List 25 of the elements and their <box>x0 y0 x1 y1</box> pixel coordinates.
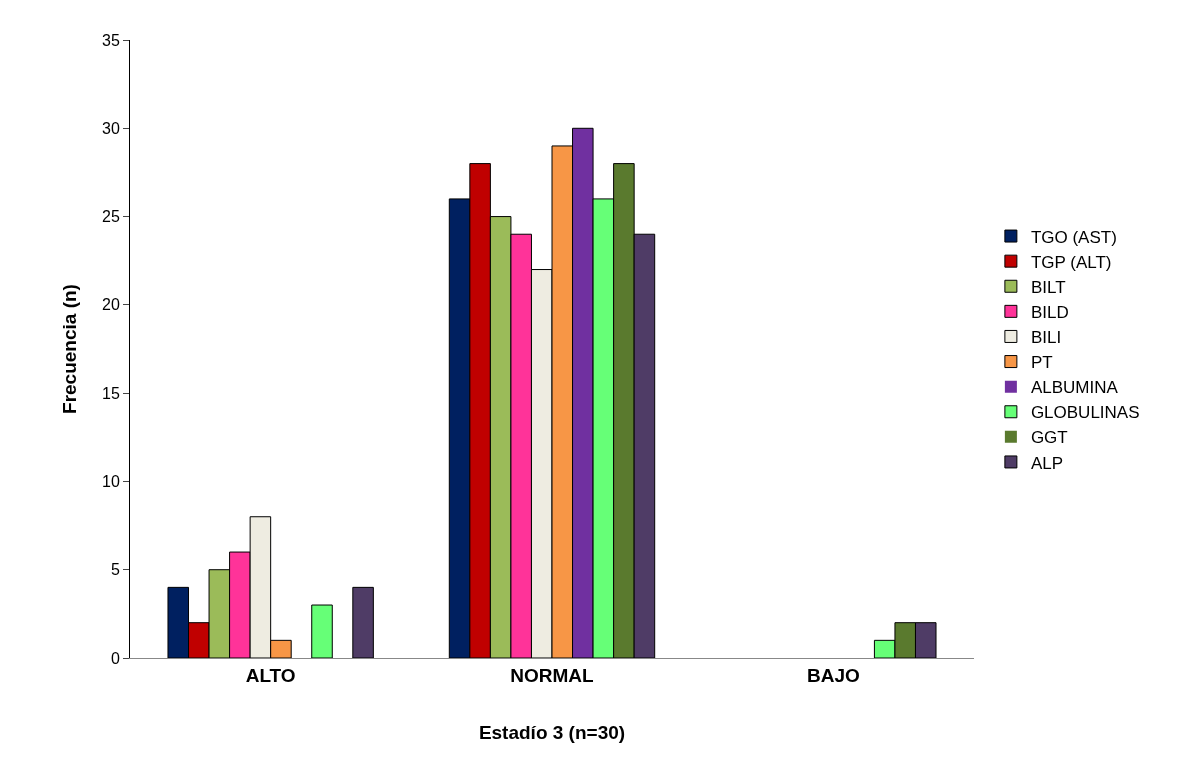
legend-label: GGT <box>1030 428 1068 448</box>
y-tick-label: 0 <box>110 649 120 667</box>
x-tick-label: NORMAL <box>510 664 595 686</box>
legend-label: BILT <box>1030 277 1066 297</box>
x-tick-label: ALTO <box>245 664 296 686</box>
y-tick-label: 15 <box>102 384 120 402</box>
y-tick-label: 35 <box>102 31 120 49</box>
bar <box>352 586 374 658</box>
y-tick-label: 20 <box>102 296 120 314</box>
legend-label: BILD <box>1030 302 1069 322</box>
legend-label: ALP <box>1030 453 1064 473</box>
x-axis-title: Estadío 3 (n=30) <box>478 721 626 743</box>
y-axis-title: Frecuencia (n) <box>58 284 80 414</box>
legend-label: TGP (ALT) <box>1030 252 1112 272</box>
legend-label: BILI <box>1030 328 1062 348</box>
y-tick-label: 5 <box>110 561 120 579</box>
y-tick-label: 10 <box>102 473 120 491</box>
y-tick-label: 30 <box>102 119 120 137</box>
legend-label: ALBUMINA <box>1030 378 1119 398</box>
legend-label: TGO (AST) <box>1030 227 1117 247</box>
legend-label: PT <box>1030 353 1053 373</box>
y-tick-label: 25 <box>102 208 120 226</box>
legend-label: GLOBULINAS <box>1030 403 1140 423</box>
bar <box>311 604 333 658</box>
x-tick-label: BAJO <box>806 664 860 686</box>
